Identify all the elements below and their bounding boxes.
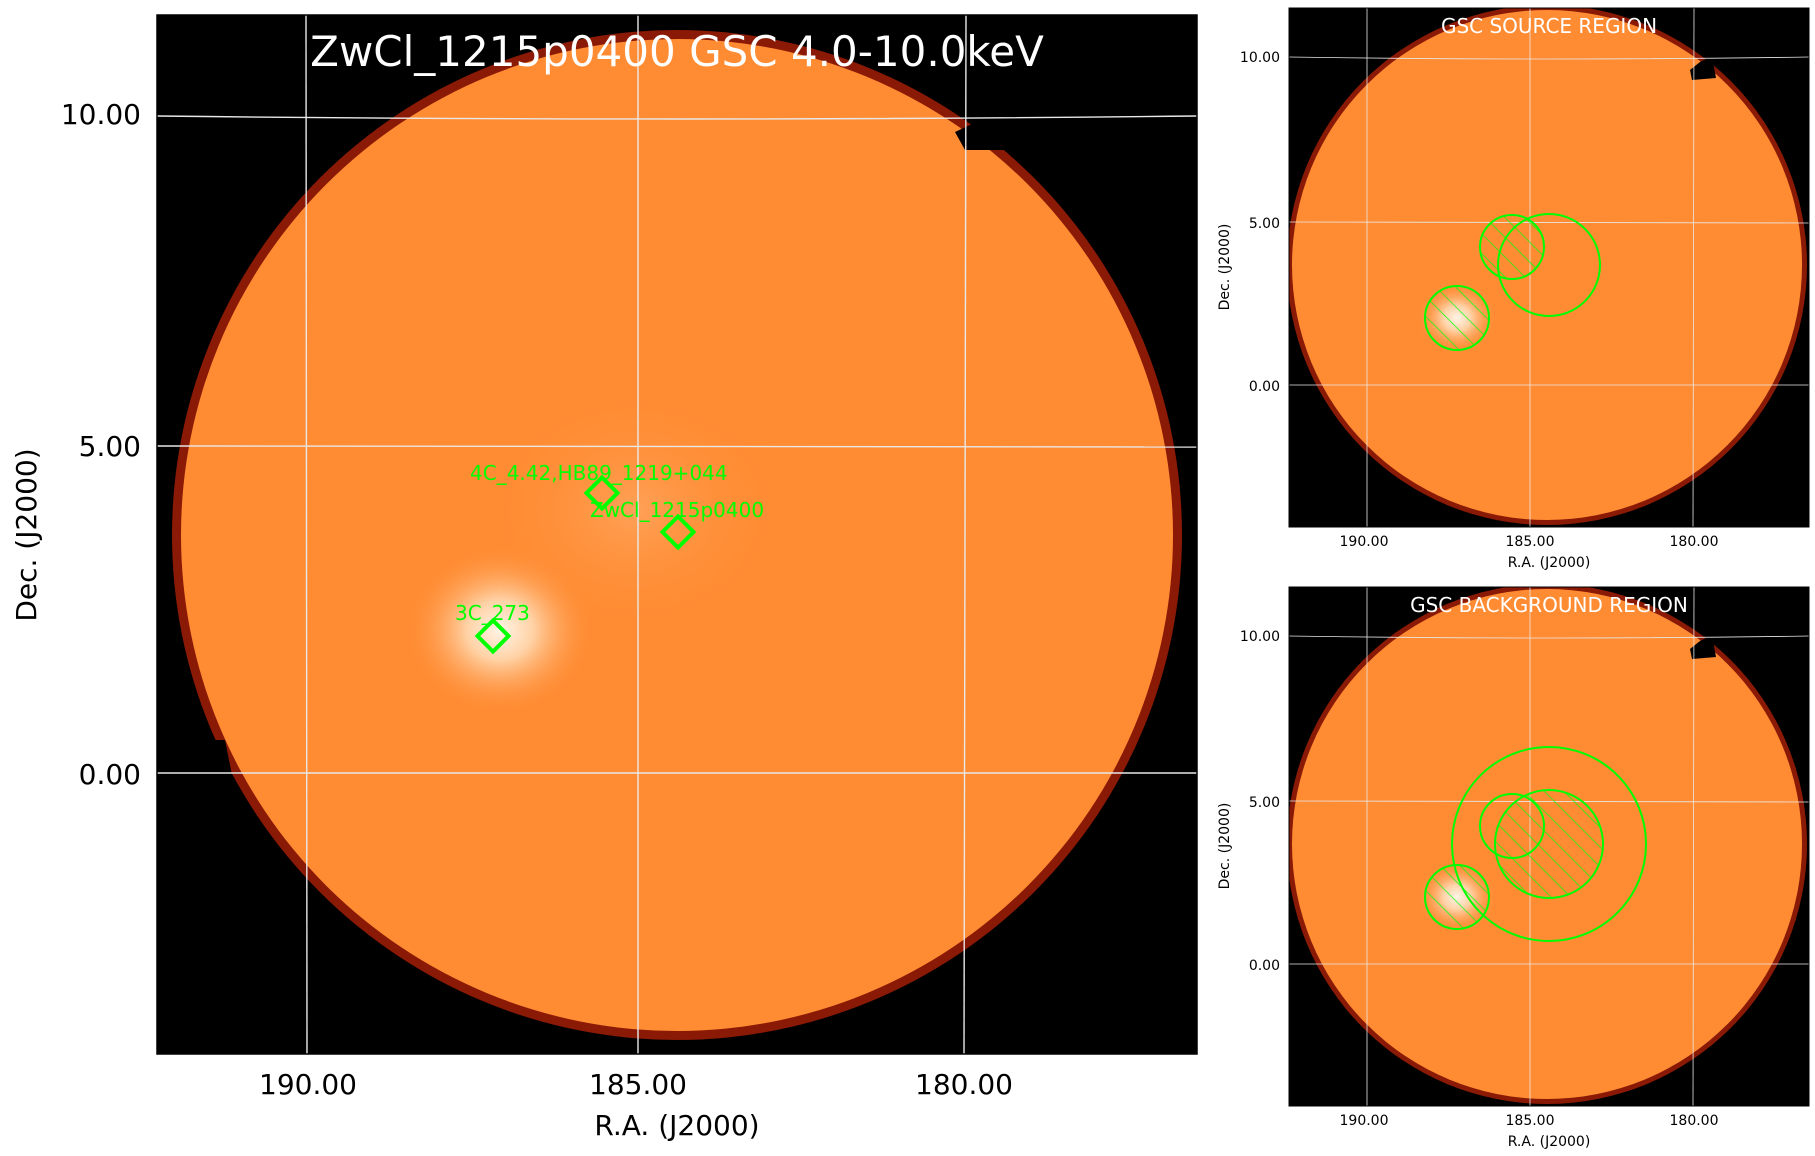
main-y-tick-5: 5.00 — [79, 430, 141, 463]
src-x-tick-190: 190.00 — [1340, 534, 1389, 550]
main-x-axis-label: R.A. (J2000) — [594, 1109, 759, 1142]
src-x-tick-185: 185.00 — [1506, 534, 1555, 550]
bg-x-tick-180: 180.00 — [1670, 1113, 1719, 1129]
marker-4c-4-42 — [583, 474, 621, 512]
marker-3c-273 — [474, 617, 512, 655]
bg-x-tick-185: 185.00 — [1506, 1113, 1555, 1129]
label-4c-4-42: 4C_4.42,HB89_1219+044 — [470, 461, 728, 485]
bg-region-4c — [1479, 793, 1545, 859]
bg-map-notch — [1690, 635, 1716, 659]
main-x-tick-190: 190.00 — [259, 1068, 357, 1101]
main-panel: 4C_4.42,HB89_1219+044 ZwCl_1215p0400 3C_… — [10, 14, 1198, 1142]
bg-y-axis-label: Dec. (J2000) — [1217, 803, 1233, 890]
src-map-notch — [1690, 56, 1716, 80]
src-y-tick-10: 10.00 — [1240, 50, 1280, 66]
label-zwcl: ZwCl_1215p0400 — [590, 498, 764, 522]
src-map-disk — [1292, 10, 1802, 520]
bg-x-axis-label: R.A. (J2000) — [1508, 1134, 1591, 1150]
bg-frame — [1288, 586, 1810, 1107]
main-y-axis-label: Dec. (J2000) — [10, 448, 43, 621]
bg-y-tick-5: 5.00 — [1249, 795, 1280, 811]
label-3c-273: 3C_273 — [455, 601, 530, 625]
bg-title: GSC BACKGROUND REGION — [1410, 593, 1688, 617]
src-grid — [1289, 8, 1809, 527]
src-x-axis-label: R.A. (J2000) — [1508, 555, 1591, 571]
main-title: ZwCl_1215p0400 GSC 4.0-10.0keV — [310, 27, 1044, 76]
src-regions — [1424, 213, 1601, 351]
main-y-tick-10: 10.00 — [61, 98, 141, 131]
source-region-panel: GSC SOURCE REGION 190.00 185.00 180.00 1… — [1217, 7, 1810, 571]
bg-y-tick-0: 0.00 — [1249, 958, 1280, 974]
src-y-tick-5: 5.00 — [1249, 216, 1280, 232]
src-title: GSC SOURCE REGION — [1441, 14, 1657, 38]
src-region-zwcl — [1497, 213, 1601, 317]
bg-x-tick-190: 190.00 — [1340, 1113, 1389, 1129]
main-frame — [156, 14, 1198, 1055]
bg-y-tick-10: 10.00 — [1240, 629, 1280, 645]
bg-region-annulus-outer — [1451, 746, 1647, 942]
main-map-notch — [955, 110, 1015, 150]
main-diffuse-glow — [485, 390, 785, 630]
main-map-notch-left — [157, 740, 232, 790]
bg-regions — [1424, 746, 1647, 942]
src-frame — [1288, 7, 1810, 528]
src-region-4c — [1479, 214, 1545, 280]
main-grid — [157, 15, 1197, 1054]
src-x-tick-180: 180.00 — [1670, 534, 1719, 550]
main-source-markers — [474, 474, 697, 655]
bg-region-annulus-inner — [1494, 789, 1604, 899]
bg-region-3c273 — [1424, 864, 1490, 930]
background-region-panel: GSC BACKGROUND REGION 190.00 185.00 180.… — [1217, 586, 1810, 1150]
marker-zwcl — [659, 513, 697, 551]
main-y-tick-0: 0.00 — [79, 758, 141, 791]
main-x-tick-185: 185.00 — [589, 1068, 687, 1101]
src-region-3c273 — [1424, 285, 1490, 351]
main-x-tick-180: 180.00 — [915, 1068, 1013, 1101]
src-y-axis-label: Dec. (J2000) — [1217, 224, 1233, 311]
src-y-tick-0: 0.00 — [1249, 379, 1280, 395]
